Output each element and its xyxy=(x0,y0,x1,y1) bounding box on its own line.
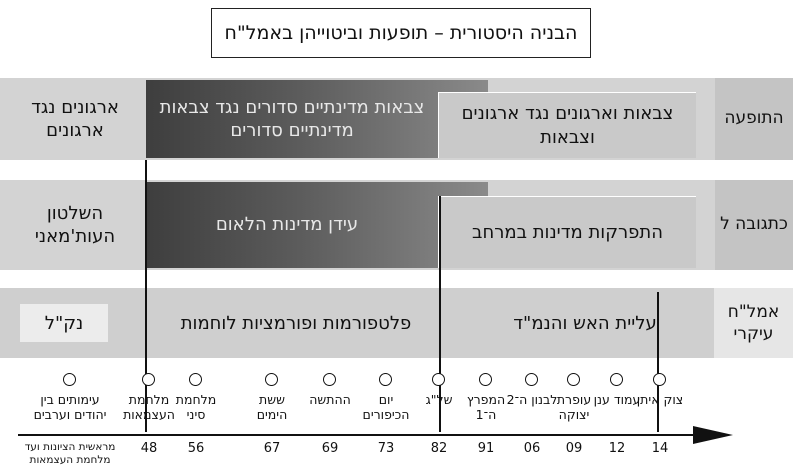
event-marker xyxy=(432,373,445,386)
event-year: 48 xyxy=(140,441,158,456)
response-row-label: כתגובה ל xyxy=(715,180,793,270)
weapons-middle-text: פלטפורמות ופורמציות לוחמות xyxy=(180,312,412,334)
weapons-right-text: עליית האש והנמ"ד xyxy=(513,312,657,334)
event-year: 73 xyxy=(377,441,395,456)
event-name: המפרץ ה־1 xyxy=(466,392,506,422)
event-year: 67 xyxy=(263,441,281,456)
event-year: 82 xyxy=(430,441,448,456)
event-year: 91 xyxy=(477,441,495,456)
divider-line-14 xyxy=(657,292,659,432)
event-marker xyxy=(379,373,392,386)
event-marker xyxy=(567,373,580,386)
response-dark-band: עידן מדינות הלאום xyxy=(146,182,488,268)
event-name: מלחמת סיני xyxy=(175,392,217,422)
timeline-arrow-line xyxy=(18,434,713,436)
event-year: 14 xyxy=(651,441,669,456)
response-light-band: התפרקות מדינות במרחב xyxy=(438,196,696,268)
event-name: ההתשה xyxy=(309,392,351,407)
event-marker xyxy=(525,373,538,386)
weapons-left-box: נק"ל xyxy=(20,304,108,342)
event-name: עמוד ענן xyxy=(593,392,641,407)
weapons-row xyxy=(0,288,793,358)
event-name: יום הכיפורים xyxy=(362,392,410,422)
phenomenon-light-band: צבאות וארגונים נגד ארגונים וצבאות xyxy=(438,92,696,158)
event-marker xyxy=(653,373,666,386)
diagram-title: הבניה היסטורית – תופעות וביטוייהן באמל"ח xyxy=(211,8,591,58)
event-year: 06 xyxy=(523,441,541,456)
event-year: מראשית הציונות ועד מלחמת העצמאות xyxy=(24,441,116,467)
event-name: של"ג xyxy=(425,392,453,407)
event-marker xyxy=(265,373,278,386)
event-name: לבנון ה־2 xyxy=(506,392,558,407)
weapons-row-label: אמל"ח עיקרי xyxy=(714,288,793,358)
event-name: ששת הימים xyxy=(256,392,288,422)
timeline-arrow-head xyxy=(693,426,733,444)
event-marker xyxy=(479,373,492,386)
event-name: עימותים בין יהודים וערבים xyxy=(33,392,107,422)
phenomenon-dark-band: צבאות מדינתיים סדורים נגד צבאות מדינתיים… xyxy=(146,80,488,158)
event-name: צוק איתן xyxy=(636,392,684,407)
event-marker xyxy=(63,373,76,386)
event-year: 69 xyxy=(321,441,339,456)
divider-line-91 xyxy=(439,196,441,432)
phenomenon-left-box: ארגונים נגד ארגונים xyxy=(31,96,119,141)
divider-line-48 xyxy=(145,160,147,432)
event-name: מלחמת העצמאות xyxy=(123,392,175,422)
event-year: 56 xyxy=(187,441,205,456)
event-marker xyxy=(610,373,623,386)
event-marker xyxy=(323,373,336,386)
response-left-box: השלטון העות'מאני xyxy=(34,202,116,247)
phenomenon-row-label: התופעה xyxy=(715,78,793,160)
event-year: 12 xyxy=(608,441,626,456)
event-marker xyxy=(142,373,155,386)
event-name: עופרת יצוקה xyxy=(556,392,592,422)
event-year: 09 xyxy=(565,441,583,456)
event-marker xyxy=(189,373,202,386)
